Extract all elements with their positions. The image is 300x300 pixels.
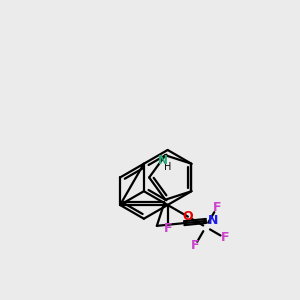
Text: F: F: [164, 222, 172, 235]
Text: O: O: [183, 210, 193, 223]
Text: N: N: [208, 214, 218, 227]
Text: F: F: [212, 201, 221, 214]
Text: F: F: [190, 239, 199, 253]
Text: F: F: [220, 231, 229, 244]
Text: N: N: [158, 154, 168, 167]
Text: H: H: [164, 162, 171, 172]
